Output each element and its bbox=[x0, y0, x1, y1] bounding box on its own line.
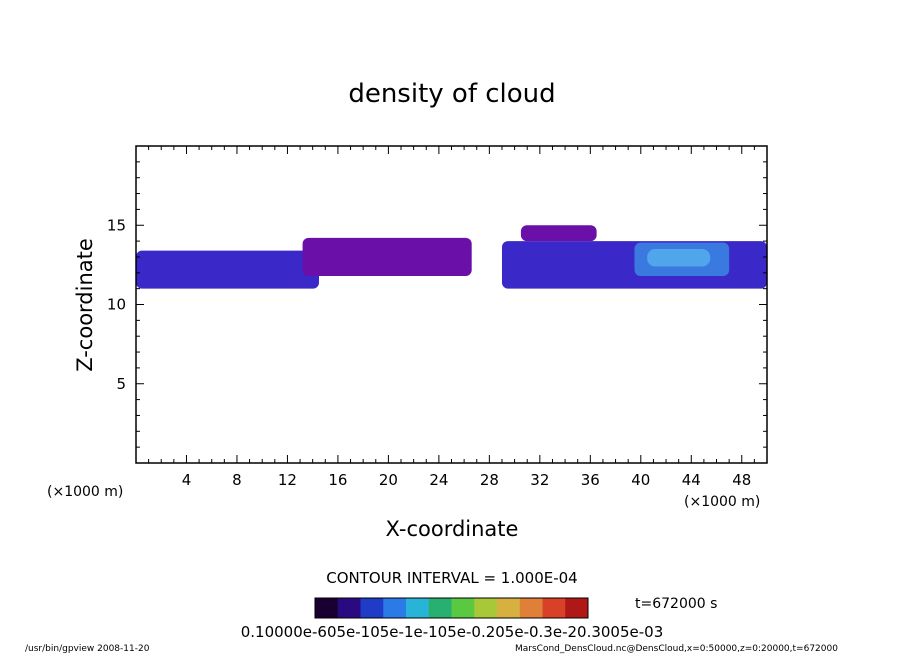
colorbar-cell bbox=[390, 598, 399, 618]
time-label: t=672000 s bbox=[635, 596, 717, 612]
colorbar-cell bbox=[428, 598, 437, 618]
x-tick-label: 16 bbox=[328, 471, 347, 489]
y-tick-label: 10 bbox=[107, 296, 126, 314]
colorbar-cell bbox=[337, 598, 346, 618]
colorbar-cell bbox=[436, 598, 445, 618]
x-axis-label: X-coordinate bbox=[386, 517, 519, 541]
x-tick-label: 12 bbox=[278, 471, 297, 489]
colorbar-cell bbox=[527, 598, 536, 618]
colorbar-cell bbox=[580, 598, 589, 618]
x-tick-label: 20 bbox=[379, 471, 398, 489]
y-tick-label: 15 bbox=[107, 216, 126, 234]
x-tick-label: 4 bbox=[182, 471, 192, 489]
x-unit-left: (×1000 m) bbox=[47, 484, 123, 500]
x-tick-label: 44 bbox=[682, 471, 701, 489]
x-tick-label: 40 bbox=[631, 471, 650, 489]
x-tick-label: 48 bbox=[732, 471, 751, 489]
footer-left: /usr/bin/gpview 2008-11-20 bbox=[25, 644, 150, 654]
cloud-region-1 bbox=[302, 237, 472, 276]
colorbar-cell bbox=[512, 598, 521, 618]
x-tick-label: 24 bbox=[429, 471, 448, 489]
colorbar-cell bbox=[443, 598, 452, 618]
colorbar-labels: 0.10000e-605e-105e-1e-105e-0.205e-0.3e-2… bbox=[241, 623, 664, 641]
colorbar-cell bbox=[497, 598, 506, 618]
colorbar-cell bbox=[368, 598, 377, 618]
colorbar-cell bbox=[413, 598, 422, 618]
plot-area bbox=[136, 225, 767, 289]
x-tick-label: 32 bbox=[530, 471, 549, 489]
x-tick-label: 28 bbox=[480, 471, 499, 489]
chart-title: density of cloud bbox=[348, 79, 555, 109]
colorbar-cell bbox=[451, 598, 460, 618]
x-unit-right: (×1000 m) bbox=[684, 494, 760, 510]
colorbar-cell bbox=[481, 598, 490, 618]
colorbar-cell bbox=[375, 598, 384, 618]
x-tick-label: 8 bbox=[232, 471, 242, 489]
contour-interval-label: CONTOUR INTERVAL = 1.000E-04 bbox=[326, 569, 577, 587]
colorbar-cell bbox=[504, 598, 513, 618]
colorbar-cell bbox=[398, 598, 407, 618]
colorbar-cell bbox=[557, 598, 566, 618]
colorbar-cell bbox=[406, 598, 415, 618]
colorbar-cell bbox=[489, 598, 498, 618]
plot-frame bbox=[135, 145, 768, 464]
colorbar-cell bbox=[565, 598, 574, 618]
colorbar-cell bbox=[459, 598, 468, 618]
colorbar-cell bbox=[345, 598, 354, 618]
colorbar-cell bbox=[315, 598, 324, 618]
x-tick-label: 36 bbox=[581, 471, 600, 489]
cloud-core bbox=[647, 249, 711, 267]
colorbar bbox=[315, 598, 589, 618]
colorbar-cell bbox=[421, 598, 430, 618]
colorbar-cell bbox=[474, 598, 483, 618]
colorbar-cell bbox=[383, 598, 392, 618]
y-tick-label: 5 bbox=[116, 375, 126, 393]
colorbar-cell bbox=[519, 598, 528, 618]
y-axis-label: Z-coordinate bbox=[73, 238, 97, 372]
colorbar-cell bbox=[572, 598, 581, 618]
colorbar-cell bbox=[322, 598, 331, 618]
colorbar-cell bbox=[534, 598, 543, 618]
colorbar-cell bbox=[330, 598, 339, 618]
colorbar-cell bbox=[466, 598, 475, 618]
colorbar-cell bbox=[550, 598, 559, 618]
colorbar-cell bbox=[542, 598, 551, 618]
colorbar-frame bbox=[314, 597, 589, 619]
colorbar-cell bbox=[352, 598, 361, 618]
cloud-region-3 bbox=[520, 225, 597, 242]
cloud-region-0 bbox=[136, 250, 319, 289]
colorbar-cell bbox=[360, 598, 369, 618]
footer-right: MarsCond_DensCloud.nc@DensCloud,x=0:5000… bbox=[515, 644, 838, 654]
